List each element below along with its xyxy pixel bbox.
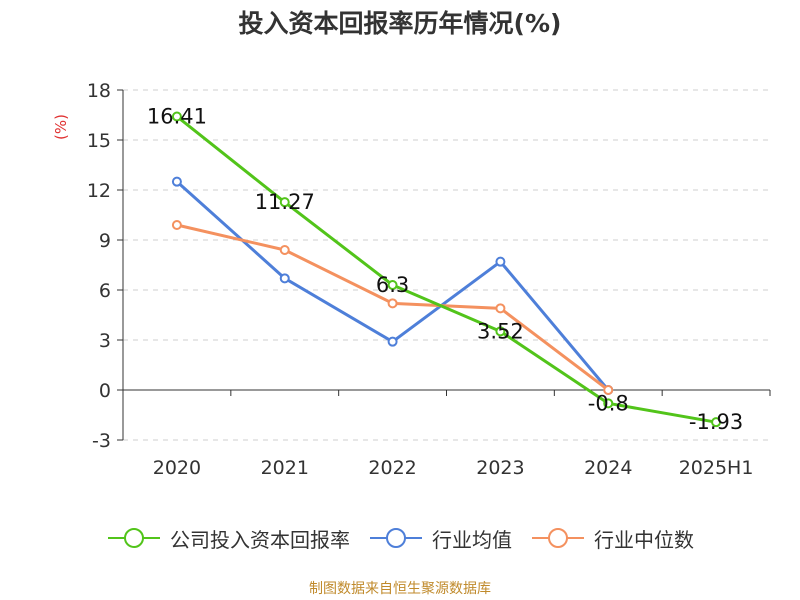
data-point[interactable] — [279, 245, 290, 255]
legend-line-marker-icon — [370, 528, 422, 548]
data-point[interactable] — [171, 176, 182, 187]
data-point[interactable] — [387, 336, 398, 347]
x-tick-label: 2024 — [584, 457, 632, 479]
data-point[interactable] — [495, 303, 506, 314]
series-lines — [171, 111, 722, 428]
legend-item-company[interactable]: 公司投入资本回报率 — [106, 523, 350, 553]
data-source-note: 制图数据来自恒生聚源数据库 — [309, 581, 491, 597]
data-point[interactable] — [171, 220, 182, 230]
legend-label: 行业均值 — [432, 527, 512, 552]
y-axis-title: (%) — [52, 114, 70, 140]
chart-title: 投入资本回报率历年情况(%) — [238, 9, 562, 38]
data-point[interactable] — [495, 326, 506, 337]
data-labels: 16.41 11.27 6.3 3.52 -0.8 -1.93 — [147, 105, 743, 435]
legend-item-industry-mean[interactable]: 行业均值 — [368, 523, 512, 553]
x-tick-label: 2023 — [476, 457, 524, 479]
legend-line-marker-icon — [532, 528, 584, 548]
y-tick-label: 18 — [87, 80, 111, 102]
y-tick-label: 9 — [99, 230, 111, 252]
legend-label: 公司投入资本回报率 — [170, 527, 350, 552]
data-point[interactable] — [279, 197, 290, 208]
axes: -3 0 3 6 9 12 15 18 2020 2021 2022 2023 2024 2025H1 — [87, 80, 771, 479]
data-point[interactable] — [711, 417, 722, 428]
data-point[interactable] — [603, 385, 614, 395]
data-label: 6.3 — [376, 273, 409, 297]
data-point[interactable] — [279, 273, 290, 284]
y-tick-label: -3 — [92, 430, 111, 452]
y-tick-label: 3 — [99, 330, 111, 352]
data-point[interactable] — [171, 111, 182, 122]
x-tick-label: 2025H1 — [679, 457, 754, 479]
legend: 公司投入资本回报率 行业均值 行业中位数 — [0, 520, 800, 556]
legend-item-industry-median[interactable]: 行业中位数 — [530, 523, 694, 553]
data-label: -0.8 — [588, 391, 629, 415]
data-point[interactable] — [387, 280, 398, 290]
data-point[interactable] — [603, 398, 614, 409]
y-tick-label: 12 — [87, 180, 111, 202]
data-label: 16.41 — [147, 105, 207, 129]
x-tick-label: 2021 — [261, 457, 309, 479]
legend-label: 行业中位数 — [594, 527, 694, 552]
legend-line-marker-icon — [108, 528, 160, 548]
data-point[interactable] — [495, 256, 506, 267]
y-tick-label: 6 — [99, 280, 111, 302]
data-label: 11.27 — [255, 190, 315, 214]
data-label: 3.52 — [477, 319, 524, 343]
data-label: -1.93 — [689, 410, 743, 434]
series-line — [175, 115, 717, 424]
y-tick-label: 15 — [87, 130, 111, 152]
grid-lines — [123, 89, 770, 441]
y-tick-label: 0 — [99, 380, 111, 402]
data-point[interactable] — [387, 298, 398, 309]
x-tick-label: 2022 — [368, 457, 416, 479]
x-tick-label: 2020 — [153, 457, 201, 479]
